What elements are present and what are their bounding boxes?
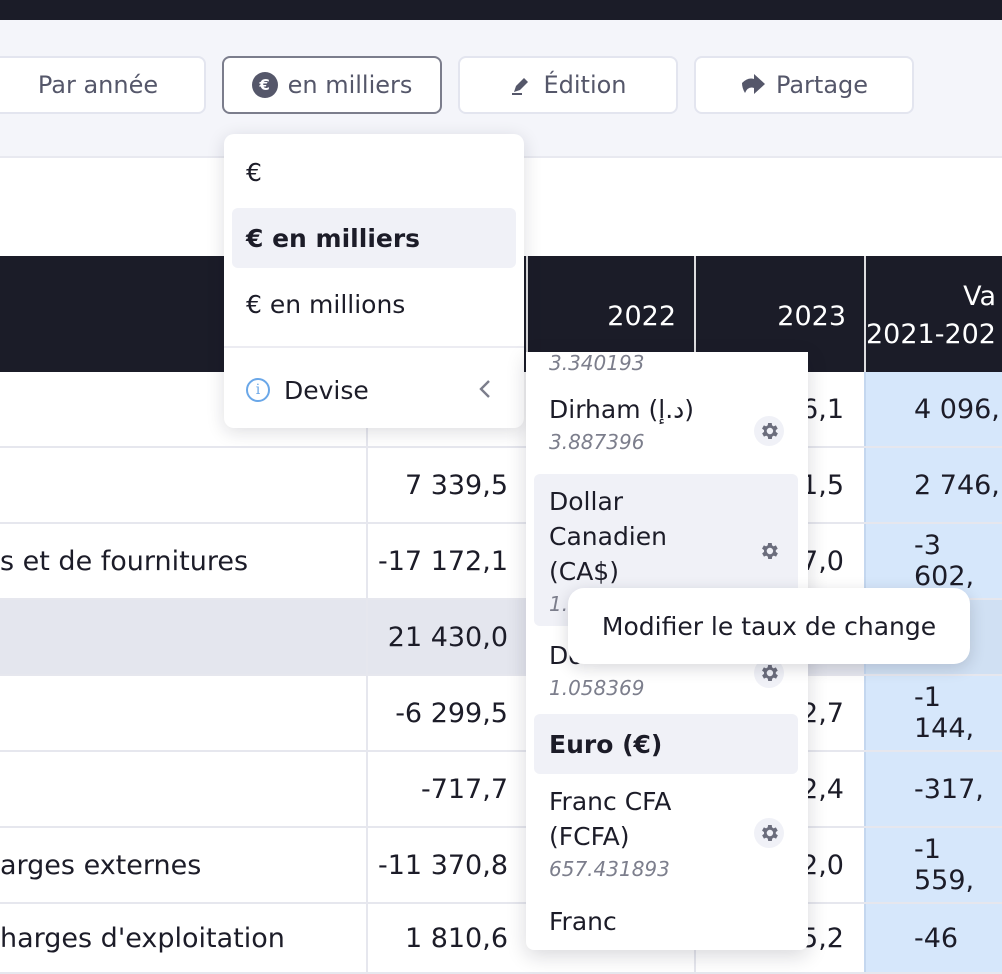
cell-cv: -1 559, — [864, 828, 1002, 902]
cell-cv: -46 — [864, 904, 1002, 972]
gear-icon[interactable] — [754, 536, 784, 566]
table-row[interactable]: -717,7 2,4 -317, — [0, 752, 1002, 828]
currency-item[interactable]: Franc CFA (FCFA) 657.431893 — [534, 784, 798, 884]
euro-coin-icon: € — [251, 72, 278, 98]
header-variation: Va 2021-202 — [866, 256, 1002, 372]
cell-c1: -717,7 — [366, 752, 508, 826]
share-arrow-icon — [740, 73, 766, 97]
header-2022: 2022 — [607, 301, 676, 332]
cell-c3: 2,0 — [694, 828, 844, 902]
cell-c3: 7,0 — [694, 524, 844, 598]
cell-c1: -6 299,5 — [366, 676, 508, 750]
header-divider — [864, 256, 866, 372]
menu-divider — [224, 346, 524, 348]
header-divider — [694, 256, 696, 372]
unit-option-euro[interactable]: € — [246, 157, 262, 187]
currency-name: Franc CFA (FCFA) — [549, 787, 672, 851]
unit-dropdown-menu: € € en milliers € en millions i Devise — [224, 134, 524, 428]
currency-name: Dollar Canadien (CA$) — [549, 487, 667, 586]
pen-icon — [509, 73, 533, 97]
cell-c3: 2,7 — [694, 676, 844, 750]
table-row[interactable]: harges d'exploitation 1 810,6 5,2 -46 — [0, 904, 1002, 974]
unit-option-millions[interactable]: € en millions — [246, 289, 406, 319]
currency-label: Devise — [284, 375, 369, 405]
edit-rate-tooltip: Modifier le taux de change — [568, 588, 970, 664]
table-row[interactable]: 7 339,5 21,5 2 746, — [0, 448, 1002, 524]
currency-rate-top: 3.340193 — [549, 352, 645, 375]
share-button[interactable]: Partage — [694, 56, 914, 114]
gear-icon[interactable] — [754, 818, 784, 848]
currency-rate: 1.058369 — [549, 676, 645, 700]
chevron-left-icon — [478, 378, 492, 406]
unit-option-thousands[interactable]: € en milliers — [232, 208, 516, 268]
cell-c1: -17 172,1 — [366, 524, 508, 598]
by-year-button[interactable]: Par année — [0, 56, 206, 114]
currency-item[interactable]: Franc — [534, 904, 798, 950]
by-year-label: Par année — [37, 71, 159, 99]
info-icon: i — [246, 378, 270, 402]
cell-c1: -11 370,8 — [366, 828, 508, 902]
cell-c1: 1 810,6 — [366, 904, 508, 972]
currency-rate: 3.887396 — [549, 430, 645, 454]
cell-c1: 7 339,5 — [366, 448, 508, 522]
header-2023: 2023 — [777, 301, 846, 332]
header-variation-line1: Va — [963, 281, 996, 312]
top-bar — [0, 0, 1002, 20]
currency-submenu-trigger[interactable]: i Devise — [232, 360, 516, 420]
table-row[interactable]: -6 299,5 2,7 -1 144, — [0, 676, 1002, 752]
cell-c3: 2,4 — [694, 752, 844, 826]
currency-item[interactable]: Dirham (د.إ) 3.887396 — [534, 392, 798, 464]
cell-cv: -317, — [864, 752, 1002, 826]
currency-rate: 657.431893 — [549, 857, 670, 881]
cell-c1: 21 430,0 — [366, 600, 508, 674]
cell-cv: -3 602, — [864, 524, 1002, 598]
currency-name: Dirham (د.إ) — [549, 395, 695, 424]
unit-button[interactable]: € en milliers — [222, 56, 442, 114]
edit-button[interactable]: Édition — [458, 56, 678, 114]
header-divider — [526, 256, 528, 372]
cell-cv: 2 746, — [864, 448, 1002, 522]
row-label: harges d'exploitation — [0, 922, 285, 954]
gear-icon[interactable] — [754, 416, 784, 446]
share-label: Partage — [775, 71, 869, 99]
currency-name: Franc — [549, 907, 617, 936]
currency-item-selected[interactable]: Euro (€) — [534, 714, 798, 774]
header-variation-line2: 2021-202 — [866, 319, 996, 350]
table-row[interactable]: arges externes -11 370,8 2,0 -1 559, — [0, 828, 1002, 904]
row-label: arges externes — [0, 849, 202, 881]
row-label: s et de fournitures — [0, 545, 249, 577]
edit-label: Édition — [543, 71, 627, 99]
unit-label: en milliers — [287, 71, 413, 99]
table-row[interactable]: s et de fournitures -17 172,1 7,0 -3 602, — [0, 524, 1002, 600]
cell-cv: 4 096, — [864, 372, 1002, 446]
cell-cv: -1 144, — [864, 676, 1002, 750]
currency-name: Euro (€) — [549, 729, 663, 759]
